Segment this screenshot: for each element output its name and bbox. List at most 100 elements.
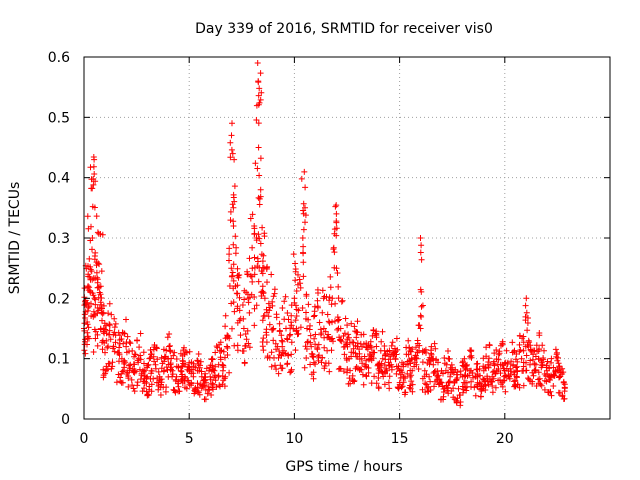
data-point-cloud [386, 373, 393, 380]
data-point-cloud [347, 380, 354, 387]
data-point-cloud [301, 168, 308, 175]
data-point-cloud [433, 377, 440, 384]
data-point-cloud [253, 117, 260, 123]
data-point-cloud [530, 356, 536, 363]
data-point-cloud [246, 344, 253, 351]
data-point-cloud [359, 371, 366, 378]
data-point-cloud [341, 330, 348, 337]
data-point-cloud [294, 331, 301, 338]
data-point-cloud [507, 371, 514, 378]
data-point-cloud [148, 388, 155, 395]
data-point [257, 186, 264, 193]
data-point-cloud [276, 328, 283, 335]
data-point-cloud [176, 388, 183, 395]
data-point-cloud [348, 353, 355, 360]
data-point-cloud [524, 327, 531, 334]
axis-ticks: 0 5 10 15 20 0 0.1 0.2 0.3 0.4 0.5 0.6 [48, 50, 610, 447]
data-point-cloud [293, 288, 300, 294]
data-point-cloud [409, 381, 416, 388]
data-point-cloud [423, 371, 430, 378]
data-point-cloud [559, 365, 566, 372]
data-point-cloud [175, 378, 182, 385]
data-point-cloud [273, 314, 280, 321]
data-point-cloud [310, 375, 317, 382]
data-point-cloud [112, 320, 119, 327]
data-point-cloud [300, 259, 307, 266]
data-point-cloud [231, 183, 238, 190]
data-point-cloud [104, 366, 111, 373]
data-point-cloud [157, 392, 164, 398]
data-point-cloud [436, 380, 443, 387]
data-point-cloud [166, 331, 173, 337]
data-point-cloud [424, 385, 431, 391]
data-point-cloud [297, 324, 304, 331]
data-point-cloud [131, 361, 138, 368]
data-point-cloud [224, 332, 231, 339]
data-point-peak [255, 78, 262, 85]
data-point-peak [228, 146, 235, 153]
data-point-cloud [353, 334, 360, 341]
data-point-cloud [523, 367, 530, 374]
data-point-cloud [89, 246, 95, 253]
data-point-cloud [272, 340, 279, 347]
data-point-cloud [551, 372, 558, 379]
data-point-cloud [544, 358, 551, 365]
data-point-cloud [127, 340, 134, 347]
data-point-cloud [106, 322, 113, 329]
data-point-cloud [278, 332, 285, 339]
data-point-cloud [300, 250, 307, 257]
data-point-cloud [310, 369, 317, 376]
data-point-cloud [95, 260, 102, 267]
data-point-cloud [317, 326, 324, 333]
data-point-peak [522, 317, 529, 324]
data-point-cloud [492, 384, 499, 391]
data-point-cloud [148, 381, 155, 388]
data-point-cloud [141, 385, 147, 392]
data-point-cloud [116, 351, 123, 358]
data-point-cloud [408, 378, 415, 385]
data-point-cloud [103, 337, 110, 344]
data-point-cloud [188, 370, 195, 377]
data-point-cloud [257, 193, 264, 200]
data-point-cloud [264, 353, 271, 360]
data-point [173, 373, 180, 380]
data-point-cloud [353, 364, 360, 370]
data-point-cloud [178, 368, 185, 375]
data-point [312, 331, 319, 338]
data-point-cloud [310, 353, 317, 360]
data-point-cloud [523, 359, 529, 366]
data-point-cloud [243, 336, 250, 343]
data-point-cloud [184, 349, 190, 356]
data-point-cloud [462, 379, 469, 386]
data-point-cloud [138, 372, 145, 379]
data-point-cloud [370, 349, 377, 356]
data-point-cloud [301, 364, 308, 371]
data-point-cloud [340, 333, 347, 339]
data-point-cloud [232, 250, 239, 257]
data-point-cloud [489, 383, 496, 389]
data-point-cloud [288, 368, 295, 375]
data-point-cloud [244, 327, 251, 334]
data-point-cloud [349, 339, 356, 346]
data-point-cloud [257, 240, 264, 247]
data-point-cloud [310, 359, 317, 366]
data-point-cloud [110, 343, 117, 350]
data-point-cloud [260, 290, 267, 297]
data-point-cloud [390, 348, 397, 355]
data-point-cloud [100, 374, 107, 381]
data-point-cloud [532, 366, 539, 373]
data-point-cloud [180, 360, 187, 367]
data-point-cloud [227, 208, 234, 215]
data-point-cloud [506, 375, 513, 382]
data-point-cloud [119, 368, 126, 375]
data-point-cloud [417, 286, 424, 293]
data-point-cloud [329, 335, 336, 342]
data-point-cloud [503, 373, 510, 380]
data-point-cloud [87, 266, 94, 273]
data-point-cloud [523, 352, 530, 359]
data-point-cloud [227, 217, 234, 224]
data-point-cloud [330, 246, 337, 253]
data-point-cloud [292, 347, 299, 354]
data-point-cloud [108, 365, 115, 372]
data-point-peak [333, 218, 340, 225]
